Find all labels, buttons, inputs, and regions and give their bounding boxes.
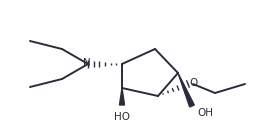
Text: OH: OH [197,108,213,118]
Text: HO: HO [114,112,130,122]
Polygon shape [120,88,125,105]
Text: N: N [83,58,91,68]
Polygon shape [178,73,194,107]
Text: O: O [189,78,197,89]
